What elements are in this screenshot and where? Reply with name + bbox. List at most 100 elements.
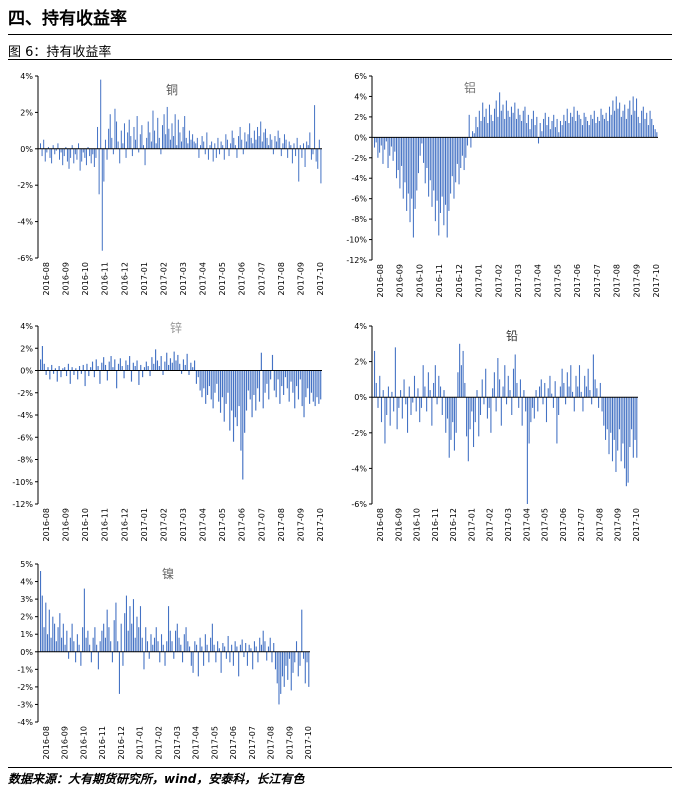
x-tick-label: 2016-10 — [81, 508, 90, 541]
x-tick-label: 2017-07 — [257, 508, 266, 541]
bar — [150, 634, 152, 652]
bar — [410, 397, 412, 415]
bar — [95, 148, 97, 158]
bar — [573, 106, 575, 138]
bar — [615, 96, 617, 138]
bar — [117, 641, 119, 652]
bar — [299, 370, 301, 380]
bar — [116, 121, 118, 149]
x-tick-label: 2017-03 — [179, 508, 188, 541]
bar — [394, 137, 396, 152]
bar — [485, 368, 487, 398]
bar — [98, 148, 100, 195]
bar — [509, 390, 511, 398]
bar — [558, 397, 560, 415]
bar — [558, 132, 560, 138]
bar — [78, 644, 80, 652]
bar — [413, 375, 416, 398]
bar — [138, 370, 140, 385]
bar — [57, 627, 59, 652]
bar — [407, 137, 409, 194]
bar — [500, 110, 502, 138]
bar — [253, 370, 255, 395]
bar — [227, 635, 229, 652]
bar — [290, 651, 292, 691]
x-tick-label: 2016-09 — [396, 264, 405, 297]
bar — [56, 370, 58, 382]
bar — [389, 137, 391, 156]
bar — [142, 370, 144, 378]
bar — [463, 137, 465, 171]
bar — [175, 630, 177, 652]
bar — [249, 370, 251, 400]
bar — [423, 137, 425, 163]
bar — [639, 123, 641, 138]
bar — [281, 370, 283, 387]
y-tick-label: -2% — [17, 389, 33, 398]
bar — [193, 360, 196, 371]
bar — [203, 370, 205, 389]
bar — [174, 114, 176, 149]
bar — [493, 372, 495, 398]
x-tick-label: 2017-08 — [267, 726, 276, 759]
bar — [71, 145, 73, 149]
bar — [205, 370, 207, 404]
bar — [395, 137, 398, 179]
bar — [543, 118, 545, 138]
bar — [66, 630, 68, 652]
bar — [494, 108, 496, 138]
bar — [608, 106, 611, 138]
bar — [305, 370, 307, 398]
x-tick-label: 2016-08 — [42, 508, 51, 541]
bar — [186, 353, 188, 371]
bar — [551, 120, 553, 138]
bar — [278, 651, 280, 705]
bar — [415, 397, 417, 412]
y-tick-label: 0% — [20, 145, 33, 154]
bar — [215, 148, 217, 158]
bar — [231, 370, 233, 411]
bar — [306, 141, 308, 149]
bar — [71, 623, 73, 652]
bar — [631, 397, 633, 430]
bar — [627, 397, 629, 483]
x-tick-label: 2017-03 — [179, 262, 188, 295]
bar — [54, 368, 56, 371]
bar — [149, 370, 151, 377]
bar — [428, 137, 430, 197]
x-tick-label: 2016-10 — [81, 262, 90, 295]
x-tick-label: 2016-12 — [449, 508, 458, 541]
bar — [559, 386, 561, 398]
bar — [634, 110, 636, 138]
bar — [182, 126, 184, 149]
bar — [420, 397, 422, 408]
bar — [521, 397, 523, 426]
bar — [62, 148, 64, 166]
bar — [524, 106, 526, 138]
bar — [255, 370, 257, 411]
bar — [177, 354, 179, 371]
bar — [206, 132, 208, 149]
bar — [164, 361, 166, 371]
bar — [607, 120, 609, 138]
bar — [390, 137, 392, 147]
bar — [231, 130, 233, 149]
x-tick-label: 2016-11 — [101, 262, 110, 295]
bar — [276, 141, 278, 149]
bar — [251, 370, 253, 418]
y-tick-label: 0% — [354, 133, 367, 142]
bar — [97, 126, 99, 149]
bar — [187, 143, 189, 149]
aluminum-chart: 6% 4% 2% 0% -2% -4% -6% -8% -10% -12% 2016-08 2016-… — [346, 72, 661, 297]
bar — [217, 137, 219, 149]
bar — [318, 370, 320, 404]
bar — [297, 651, 299, 677]
bar — [47, 146, 49, 149]
bar — [380, 137, 382, 146]
bar — [544, 382, 546, 398]
bar — [87, 630, 89, 652]
bar — [624, 397, 626, 469]
bar — [218, 370, 220, 402]
bar — [312, 148, 314, 155]
bar — [131, 623, 133, 652]
